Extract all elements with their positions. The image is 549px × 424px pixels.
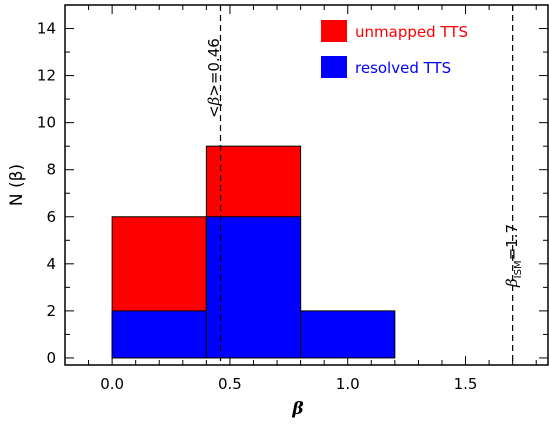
legend-swatch-unmapped xyxy=(321,20,347,42)
y-tick-label-6: 12 xyxy=(37,67,56,85)
bar-resolved-1 xyxy=(205,216,302,359)
y-tick-label-7: 14 xyxy=(37,20,56,38)
legend-label-resolved: resolved TTS xyxy=(355,59,451,77)
y-tick-label-5: 10 xyxy=(37,114,56,132)
legend-swatch-resolved xyxy=(321,56,347,78)
y-tick-label-0: 0 xyxy=(46,349,56,367)
y-axis-label: N (β) xyxy=(7,164,27,206)
beta-ism-annotation: βISM=1.7 xyxy=(503,224,524,288)
bar-resolved-0 xyxy=(111,310,207,359)
mean-beta-value: >=0.46 xyxy=(205,38,223,97)
legend-label-unmapped: unmapped TTS xyxy=(355,23,468,41)
x-tick-label-1: 0.5 xyxy=(218,375,242,393)
beta-ism-subscript: ISM xyxy=(513,260,524,278)
beta-ism-value: =1.7 xyxy=(503,224,521,260)
reference-lines-group xyxy=(219,5,514,365)
tick-labels-group: 0.0 0.5 1.0 1.5 0 2 4 6 8 10 12 14 xyxy=(37,20,478,393)
plot-frame xyxy=(64,4,549,366)
y-tick-label-2: 4 xyxy=(46,255,56,273)
x-tick-label-0: 0.0 xyxy=(100,375,124,393)
y-tick-label-3: 6 xyxy=(46,208,56,226)
y-tick-label-1: 2 xyxy=(46,302,56,320)
mean-beta-annotation: <β>=0.46 xyxy=(205,38,223,118)
bars-group xyxy=(111,145,396,359)
x-tick-label-3: 1.5 xyxy=(454,375,478,393)
x-axis-label: β xyxy=(291,399,303,419)
bar-resolved-2 xyxy=(300,310,396,359)
ticks-group xyxy=(65,5,548,365)
x-tick-label-2: 1.0 xyxy=(336,375,360,393)
mean-beta-symbol: β xyxy=(205,96,223,106)
y-tick-label-4: 8 xyxy=(46,161,56,179)
beta-ism-symbol: β xyxy=(503,278,521,288)
mean-beta-open: < xyxy=(205,105,223,118)
